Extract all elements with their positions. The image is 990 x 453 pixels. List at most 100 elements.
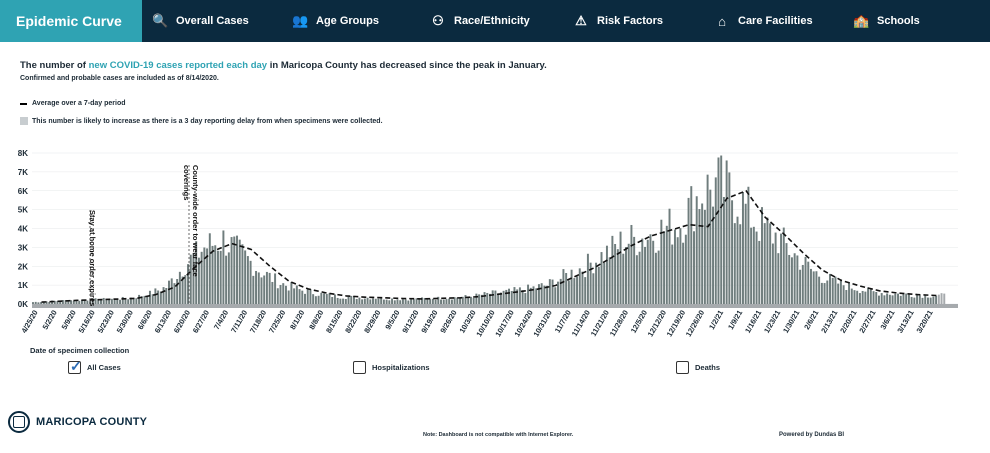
daily-case-bar <box>641 238 644 304</box>
tab-schools[interactable]: 🏫 Schools <box>843 0 990 42</box>
daily-case-bar <box>344 298 347 304</box>
daily-case-bar <box>287 290 290 304</box>
daily-case-bar <box>225 255 228 304</box>
daily-case-bar <box>516 289 519 304</box>
x-tick-label: 12/5/20 <box>629 309 649 335</box>
daily-case-bar <box>820 282 823 304</box>
daily-case-bar <box>195 241 198 304</box>
daily-case-bar <box>206 248 209 304</box>
daily-case-bar <box>138 294 141 304</box>
daily-case-bar <box>897 293 899 304</box>
daily-case-bar <box>59 301 62 304</box>
care-facilities-label: Care Facilities <box>738 15 813 27</box>
x-tick-label: 6/27/20 <box>191 309 211 335</box>
daily-case-bar <box>809 268 812 304</box>
daily-case-bar <box>472 297 475 304</box>
check-icon: ✓ <box>70 358 82 374</box>
all-cases-checkbox-box[interactable]: ✓ <box>68 358 82 374</box>
deaths-checkbox-box[interactable] <box>676 361 689 374</box>
daily-case-bar <box>638 251 641 304</box>
x-tick-label: 8/15/20 <box>324 309 344 335</box>
daily-case-bar <box>268 272 271 304</box>
daily-case-bar <box>540 283 543 304</box>
daily-case-bar <box>812 271 815 304</box>
daily-case-bar <box>578 268 581 304</box>
daily-case-bar <box>780 233 783 304</box>
daily-case-bar <box>614 244 617 304</box>
daily-case-bar <box>97 300 100 304</box>
daily-case-bar <box>249 260 252 304</box>
daily-case-bar <box>162 287 165 304</box>
daily-case-bar <box>214 245 217 304</box>
daily-case-bar <box>143 295 146 304</box>
daily-case-bar <box>858 293 861 304</box>
network-icon: ⚇ <box>432 13 444 28</box>
daily-case-bar <box>380 297 383 304</box>
x-tick-label: 11/28/20 <box>608 309 630 338</box>
daily-case-bar <box>899 295 902 304</box>
daily-case-bar <box>469 296 472 304</box>
daily-case-bar <box>567 280 570 304</box>
tab-care-facilities[interactable]: ⌂ Care Facilities <box>704 0 843 42</box>
daily-case-bar <box>834 276 837 304</box>
daily-case-bar <box>377 298 380 304</box>
x-tick-label: 5/30/20 <box>115 309 135 335</box>
daily-case-bar <box>654 252 657 304</box>
daily-case-bar <box>450 299 453 304</box>
all-cases-checkbox[interactable]: ✓ All Cases <box>68 358 121 374</box>
daily-case-bar <box>464 295 467 304</box>
y-tick-label: 0K <box>18 300 28 309</box>
all-cases-label: All Cases <box>87 363 121 372</box>
daily-case-bar <box>622 253 625 304</box>
daily-case-bar <box>815 271 818 304</box>
daily-case-bar <box>731 200 734 304</box>
x-tick-label: 8/22/20 <box>343 309 363 335</box>
daily-case-bar <box>826 280 829 304</box>
legend-average: Average over a 7-day period <box>20 100 126 107</box>
daily-case-bar <box>48 301 51 304</box>
daily-case-bar <box>690 186 693 304</box>
daily-case-bar <box>605 245 608 304</box>
daily-case-bar <box>535 288 538 304</box>
tab-risk-factors[interactable]: ⚠ Risk Factors <box>563 0 704 42</box>
x-tick-label: 1/23/21 <box>762 309 782 335</box>
x-tick-label: 5/16/20 <box>77 309 97 335</box>
daily-case-bar <box>728 172 731 304</box>
daily-case-bar <box>255 270 258 304</box>
hospitalizations-checkbox-box[interactable] <box>353 361 366 374</box>
y-tick-label: 8K <box>18 149 28 158</box>
tab-age-groups[interactable]: 👥 Age Groups <box>282 0 420 42</box>
daily-case-bar <box>627 243 630 304</box>
x-tick-label: 10/3/20 <box>457 309 477 335</box>
daily-case-bar <box>850 288 853 304</box>
x-axis-baseline <box>32 304 958 308</box>
y-tick-label: 3K <box>18 243 28 252</box>
x-tick-label: 8/29/20 <box>362 309 382 335</box>
daily-case-bar <box>328 293 331 304</box>
daily-case-bar <box>937 294 940 304</box>
daily-case-bar <box>755 231 758 304</box>
daily-case-bar <box>113 298 116 304</box>
daily-case-bar <box>72 300 75 304</box>
daily-case-bar <box>829 273 831 304</box>
daily-case-bar <box>80 299 83 304</box>
chart-headline: The number of new COVID-19 cases reporte… <box>20 60 547 71</box>
daily-case-bar <box>382 299 385 304</box>
daily-case-bar <box>189 254 192 304</box>
daily-case-bar <box>524 293 527 304</box>
daily-case-bar <box>429 299 432 304</box>
tab-overall-cases[interactable]: 🔍 Overall Cases <box>142 0 282 42</box>
daily-case-bar <box>358 297 361 304</box>
daily-case-bar <box>916 295 919 304</box>
daily-case-bar <box>722 196 725 304</box>
tab-epidemic-curve[interactable]: Epidemic Curve <box>0 0 142 42</box>
deaths-checkbox[interactable]: Deaths <box>676 361 720 374</box>
tab-race-ethnicity[interactable]: ⚇ Race/Ethnicity <box>420 0 563 42</box>
daily-case-bar <box>415 298 418 304</box>
daily-case-bar <box>483 292 486 304</box>
daily-case-bar <box>260 277 263 304</box>
hospitalizations-checkbox[interactable]: Hospitalizations <box>353 361 430 374</box>
daily-case-bar <box>404 299 407 304</box>
daily-case-bar <box>592 273 595 304</box>
daily-case-bar <box>725 160 728 304</box>
